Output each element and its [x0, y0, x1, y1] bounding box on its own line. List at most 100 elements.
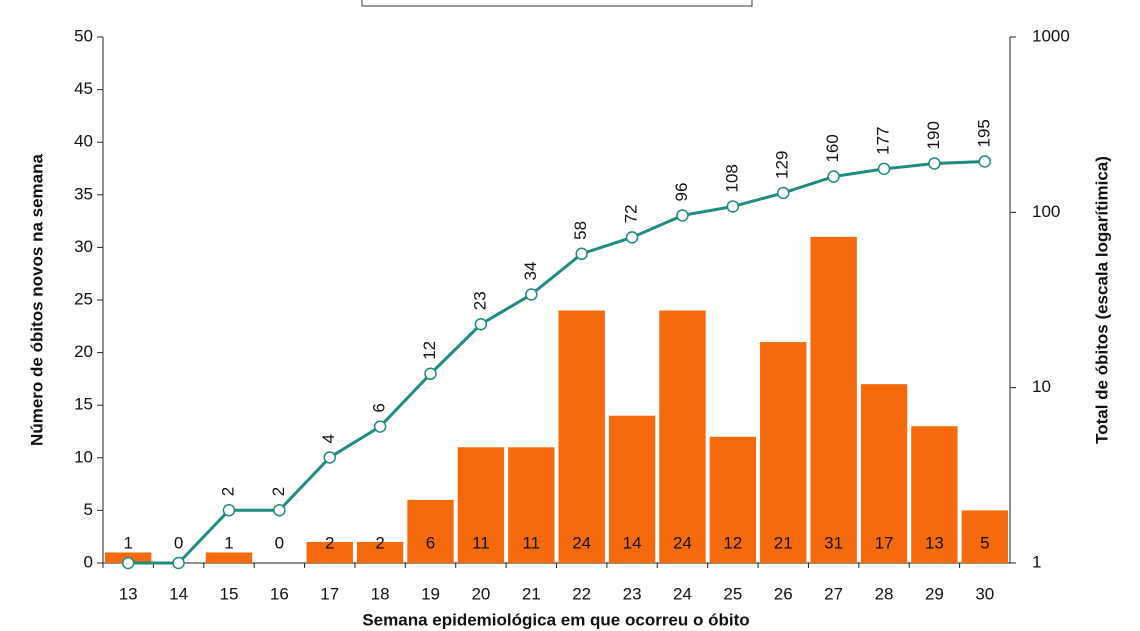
y2-tick-label: 100 [1032, 202, 1060, 221]
line-marker [222, 503, 236, 517]
bar [760, 342, 807, 563]
line-label: 4 [319, 434, 338, 443]
bar-label: 31 [824, 533, 843, 552]
bar [457, 447, 505, 563]
line-label: 195 [974, 119, 993, 147]
line-label: 2 [218, 487, 237, 496]
line-label: 108 [722, 164, 741, 192]
bar-label: 2 [375, 533, 384, 552]
y-axis-title: Número de óbitos novos na semana [27, 154, 46, 446]
y-tick-label: 10 [74, 447, 93, 466]
line-label: 58 [571, 221, 590, 240]
x-tick-label: 22 [572, 584, 591, 603]
bar-label: 11 [472, 533, 490, 552]
bar-label: 24 [572, 533, 591, 552]
line-marker [525, 288, 538, 301]
x-tick-label: 30 [975, 584, 994, 603]
y-tick-label: 35 [74, 184, 93, 203]
bar-label: 6 [426, 533, 435, 552]
line-label: 129 [773, 151, 792, 179]
line-marker [575, 247, 588, 261]
line-label: 72 [622, 204, 641, 223]
bar [558, 310, 605, 563]
bar [306, 541, 353, 563]
bar-label: 21 [774, 533, 793, 552]
line [128, 159, 985, 565]
y-tick-label: 0 [84, 552, 93, 571]
line-marker [726, 200, 740, 213]
line-marker [273, 503, 286, 517]
bar-label: 17 [875, 533, 894, 552]
line-marker [373, 420, 387, 433]
bar-label: 2 [325, 533, 334, 552]
line-label: 34 [521, 262, 540, 281]
x-tick-label: 23 [623, 584, 642, 603]
bar [508, 447, 555, 563]
x-tick-label: 20 [471, 584, 490, 603]
y-tick-label: 50 [74, 26, 93, 45]
bar [608, 415, 656, 563]
x-tick-label: 19 [421, 584, 440, 603]
y2-axis-title: Total de óbitos (escala logarítimica) [1092, 156, 1111, 444]
y-tick-label: 5 [84, 500, 93, 519]
line-label: 177 [874, 126, 893, 154]
x-tick-label: 15 [220, 584, 239, 603]
bar-label: 11 [522, 533, 540, 552]
bar [659, 310, 706, 563]
line-marker [928, 157, 941, 170]
line-marker [877, 162, 891, 176]
title-box [361, 0, 753, 7]
line-marker [676, 209, 689, 222]
x-tick-label: 17 [320, 584, 339, 603]
x-tick-label: 28 [875, 584, 894, 603]
x-tick-label: 29 [925, 584, 944, 603]
y-tick-label: 30 [74, 237, 93, 256]
line-label: 2 [269, 487, 288, 496]
y-tick-label: 15 [74, 395, 93, 414]
y2-tick-label: 1 [1032, 552, 1041, 571]
bar-label: 0 [174, 533, 183, 552]
x-tick-label: 21 [522, 584, 541, 603]
line-marker [172, 556, 185, 570]
line-marker [978, 155, 992, 168]
line-label: 190 [924, 121, 943, 149]
line-marker [827, 170, 840, 183]
bar-label: 1 [123, 533, 132, 552]
bar [709, 436, 757, 563]
x-axis-title: Semana epidemiológica em que ocorreu o ó… [362, 610, 749, 629]
x-tick-label: 25 [723, 584, 742, 603]
bar [961, 510, 1008, 563]
bar [356, 541, 404, 563]
bar [911, 426, 958, 563]
bar-label: 13 [925, 533, 944, 552]
y-tick-label: 25 [74, 289, 93, 308]
line-marker [777, 186, 790, 200]
y-tick-label: 20 [74, 342, 93, 361]
bar-label: 5 [980, 533, 989, 552]
bar [810, 236, 857, 563]
line-marker [474, 317, 488, 331]
line-marker [625, 231, 639, 244]
bar-label: 14 [623, 533, 642, 552]
line-label: 160 [823, 134, 842, 162]
line-label: 96 [672, 183, 691, 202]
y-tick-label: 45 [74, 79, 93, 98]
x-tick-label: 24 [673, 584, 692, 603]
x-tick-label: 13 [119, 584, 138, 603]
line-label: 12 [420, 341, 439, 360]
x-tick-label: 27 [824, 584, 843, 603]
bar-label: 24 [673, 533, 692, 552]
line-label: 23 [470, 291, 489, 310]
bar-label: 1 [224, 533, 233, 552]
x-tick-label: 26 [774, 584, 793, 603]
y2-tick-label: 1000 [1032, 26, 1070, 45]
bar-label: 0 [275, 533, 284, 552]
y-tick-label: 40 [74, 132, 93, 151]
bar [205, 552, 253, 563]
bar-label: 12 [723, 533, 742, 552]
y2-tick-label: 10 [1032, 377, 1051, 396]
line-marker [323, 451, 336, 464]
x-tick-label: 16 [270, 584, 289, 603]
line-marker [121, 556, 135, 570]
